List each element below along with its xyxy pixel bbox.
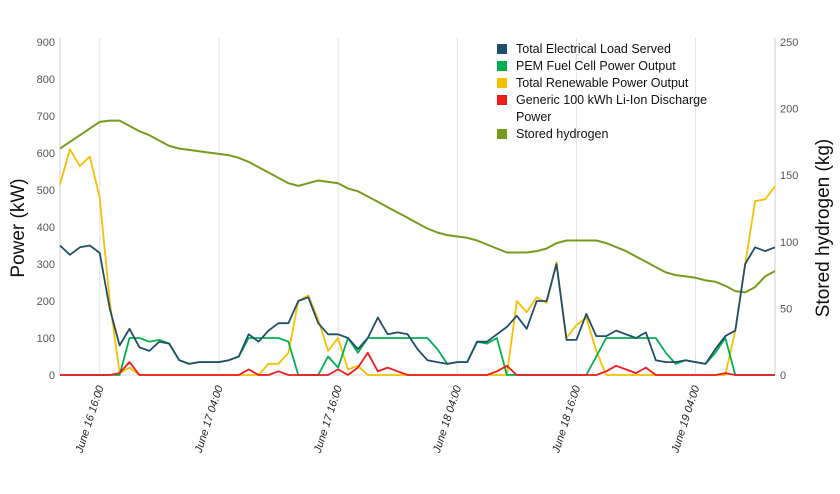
y-right-tick-label: 100	[780, 237, 798, 249]
legend-swatch	[497, 95, 507, 105]
legend: Total Electrical Load Served PEM Fuel Cel…	[497, 42, 707, 141]
y-left-tick-label: 800	[37, 74, 55, 86]
y-right-tick-label: 200	[780, 104, 798, 116]
x-tick-label: June 17 04:00	[192, 383, 226, 455]
legend-label-continued: Power	[516, 110, 551, 124]
series-line-generic-100-kwh-li-ion-discharge-power	[60, 351, 775, 376]
y-left-tick-label: 900	[37, 37, 55, 49]
y-left-tick-label: 700	[37, 111, 55, 123]
legend-label: PEM Fuel Cell Power Output	[516, 59, 676, 73]
legend-swatch	[497, 129, 507, 139]
series-layer	[59, 119, 776, 376]
series-line-stored-hydrogen	[59, 119, 776, 294]
grid-layer	[99, 38, 697, 375]
legend-label: Stored hydrogen	[516, 127, 608, 141]
legend-swatch	[497, 61, 507, 71]
series-line-total-renewable-power-output	[59, 148, 776, 376]
series-line-total-electrical-load-served	[59, 244, 776, 365]
y-axis-left-title: Power (kW)	[8, 178, 29, 277]
y-right-tick-label: 50	[780, 303, 792, 315]
legend-label: Total Electrical Load Served	[516, 42, 671, 56]
legend-label: Total Renewable Power Output	[516, 76, 689, 90]
y-left-tick-label: 500	[37, 185, 55, 197]
y-left-tick-label: 400	[37, 222, 55, 234]
x-tick-label: June 18 04:00	[431, 383, 465, 455]
legend-swatch	[497, 44, 507, 54]
legend-label: Generic 100 kWh Li-Ion Discharge	[516, 93, 707, 107]
y-left-tick-label: 0	[49, 370, 55, 382]
x-tick-label: June 19 04:00	[669, 383, 703, 455]
y-left-tick-label: 200	[37, 296, 55, 308]
x-tick-label: June 17 16:00	[312, 383, 346, 455]
y-axis-right-title: Stored hydrogen (kg)	[813, 139, 834, 318]
y-left-tick-label: 600	[37, 148, 55, 160]
y-left-tick-label: 300	[37, 259, 55, 271]
legend-swatch	[497, 78, 507, 88]
y-right-tick-label: 0	[780, 370, 786, 382]
x-tick-label: June 16 16:00	[73, 383, 107, 455]
x-tick-label: June 18 16:00	[550, 383, 584, 455]
y-right-tick-label: 250	[780, 37, 798, 49]
y-left-tick-label: 100	[37, 333, 55, 345]
y-right-tick-label: 150	[780, 170, 798, 182]
